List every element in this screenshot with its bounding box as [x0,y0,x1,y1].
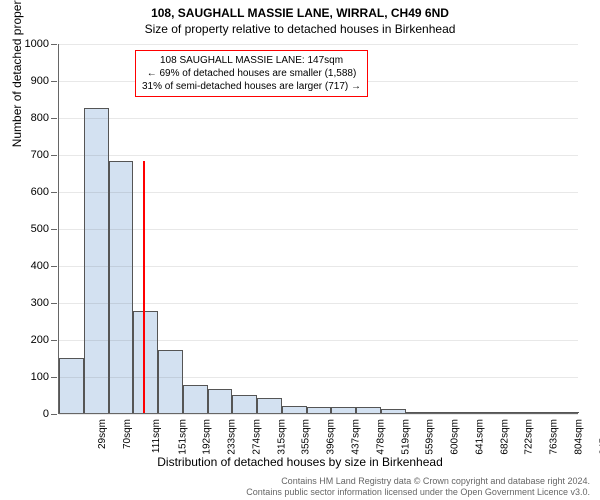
grid-line [59,303,578,304]
bar [554,412,579,413]
y-tick [51,229,57,230]
y-tick [51,377,57,378]
grid-line [59,118,578,119]
y-tick-label: 100 [31,371,49,383]
x-tick-label: 763sqm [549,419,560,455]
chart-subtitle: Size of property relative to detached ho… [0,22,600,36]
grid-line [59,44,578,45]
y-tick-label: 1000 [25,38,49,50]
y-tick [51,303,57,304]
grid-line [59,155,578,156]
x-tick-label: 722sqm [524,419,535,455]
bar [208,389,233,413]
y-tick-label: 600 [31,186,49,198]
bar [381,409,406,413]
bar [183,385,208,413]
bar [109,161,134,413]
y-axis-title: Number of detached properties [10,0,24,147]
grid-line [59,266,578,267]
grid-line [59,377,578,378]
x-tick-label: 70sqm [122,419,133,449]
y-tick [51,44,57,45]
y-tick [51,118,57,119]
y-tick-label: 200 [31,334,49,346]
bar [529,412,554,413]
x-tick-label: 355sqm [301,419,312,455]
x-tick-label: 396sqm [326,419,337,455]
x-tick-label: 478sqm [375,419,386,455]
y-tick [51,155,57,156]
y-tick [51,340,57,341]
bar [430,412,455,413]
x-tick-label: 29sqm [97,419,108,449]
y-tick-label: 800 [31,112,49,124]
chart-title: 108, SAUGHALL MASSIE LANE, WIRRAL, CH49 … [0,6,600,20]
grid-line [59,340,578,341]
bar [257,398,282,413]
x-tick-label: 111sqm [151,419,162,453]
y-tick-label: 900 [31,75,49,87]
bar [331,407,356,413]
x-tick-label: 437sqm [351,419,362,455]
x-tick-label: 641sqm [474,419,485,455]
annotation-box: 108 SAUGHALL MASSIE LANE: 147sqm← 69% of… [135,50,368,97]
grid-line [59,229,578,230]
x-tick-label: 600sqm [450,419,461,455]
footer-line-1: Contains HM Land Registry data © Crown c… [246,476,590,487]
x-tick-label: 274sqm [252,419,263,455]
annotation-line: 31% of semi-detached houses are larger (… [142,80,361,93]
x-tick-label: 151sqm [177,419,188,455]
y-tick [51,414,57,415]
y-tick-label: 500 [31,223,49,235]
x-tick-label: 519sqm [400,419,411,455]
bar [505,412,530,413]
y-tick-label: 700 [31,149,49,161]
plot-area: 0100200300400500600700800900100029sqm70s… [58,44,578,414]
bar [282,406,307,413]
footer-attribution: Contains HM Land Registry data © Crown c… [246,476,590,498]
bar [455,412,480,413]
y-tick [51,266,57,267]
bar [480,412,505,413]
x-tick-label: 192sqm [202,419,213,455]
x-tick-label: 682sqm [499,419,510,455]
x-tick-label: 559sqm [425,419,436,455]
bar [307,407,332,413]
annotation-line: ← 69% of detached houses are smaller (1,… [142,67,361,80]
y-tick [51,192,57,193]
chart-container: 108, SAUGHALL MASSIE LANE, WIRRAL, CH49 … [0,0,600,500]
y-tick [51,81,57,82]
grid-line [59,414,578,415]
bar [232,395,257,414]
bar [133,311,158,413]
annotation-line: 108 SAUGHALL MASSIE LANE: 147sqm [142,54,361,67]
x-tick-label: 804sqm [573,419,584,455]
y-tick-label: 300 [31,297,49,309]
x-axis-title: Distribution of detached houses by size … [0,455,600,469]
y-tick-label: 400 [31,260,49,272]
bar [158,350,183,413]
bar [406,412,431,413]
footer-line-2: Contains public sector information licen… [246,487,590,498]
bar [59,358,84,414]
y-tick-label: 0 [43,408,49,420]
bar [356,407,381,413]
grid-line [59,192,578,193]
x-tick-label: 315sqm [276,419,287,455]
x-tick-label: 233sqm [227,419,238,455]
bar [84,108,109,413]
marker-line [143,161,145,413]
